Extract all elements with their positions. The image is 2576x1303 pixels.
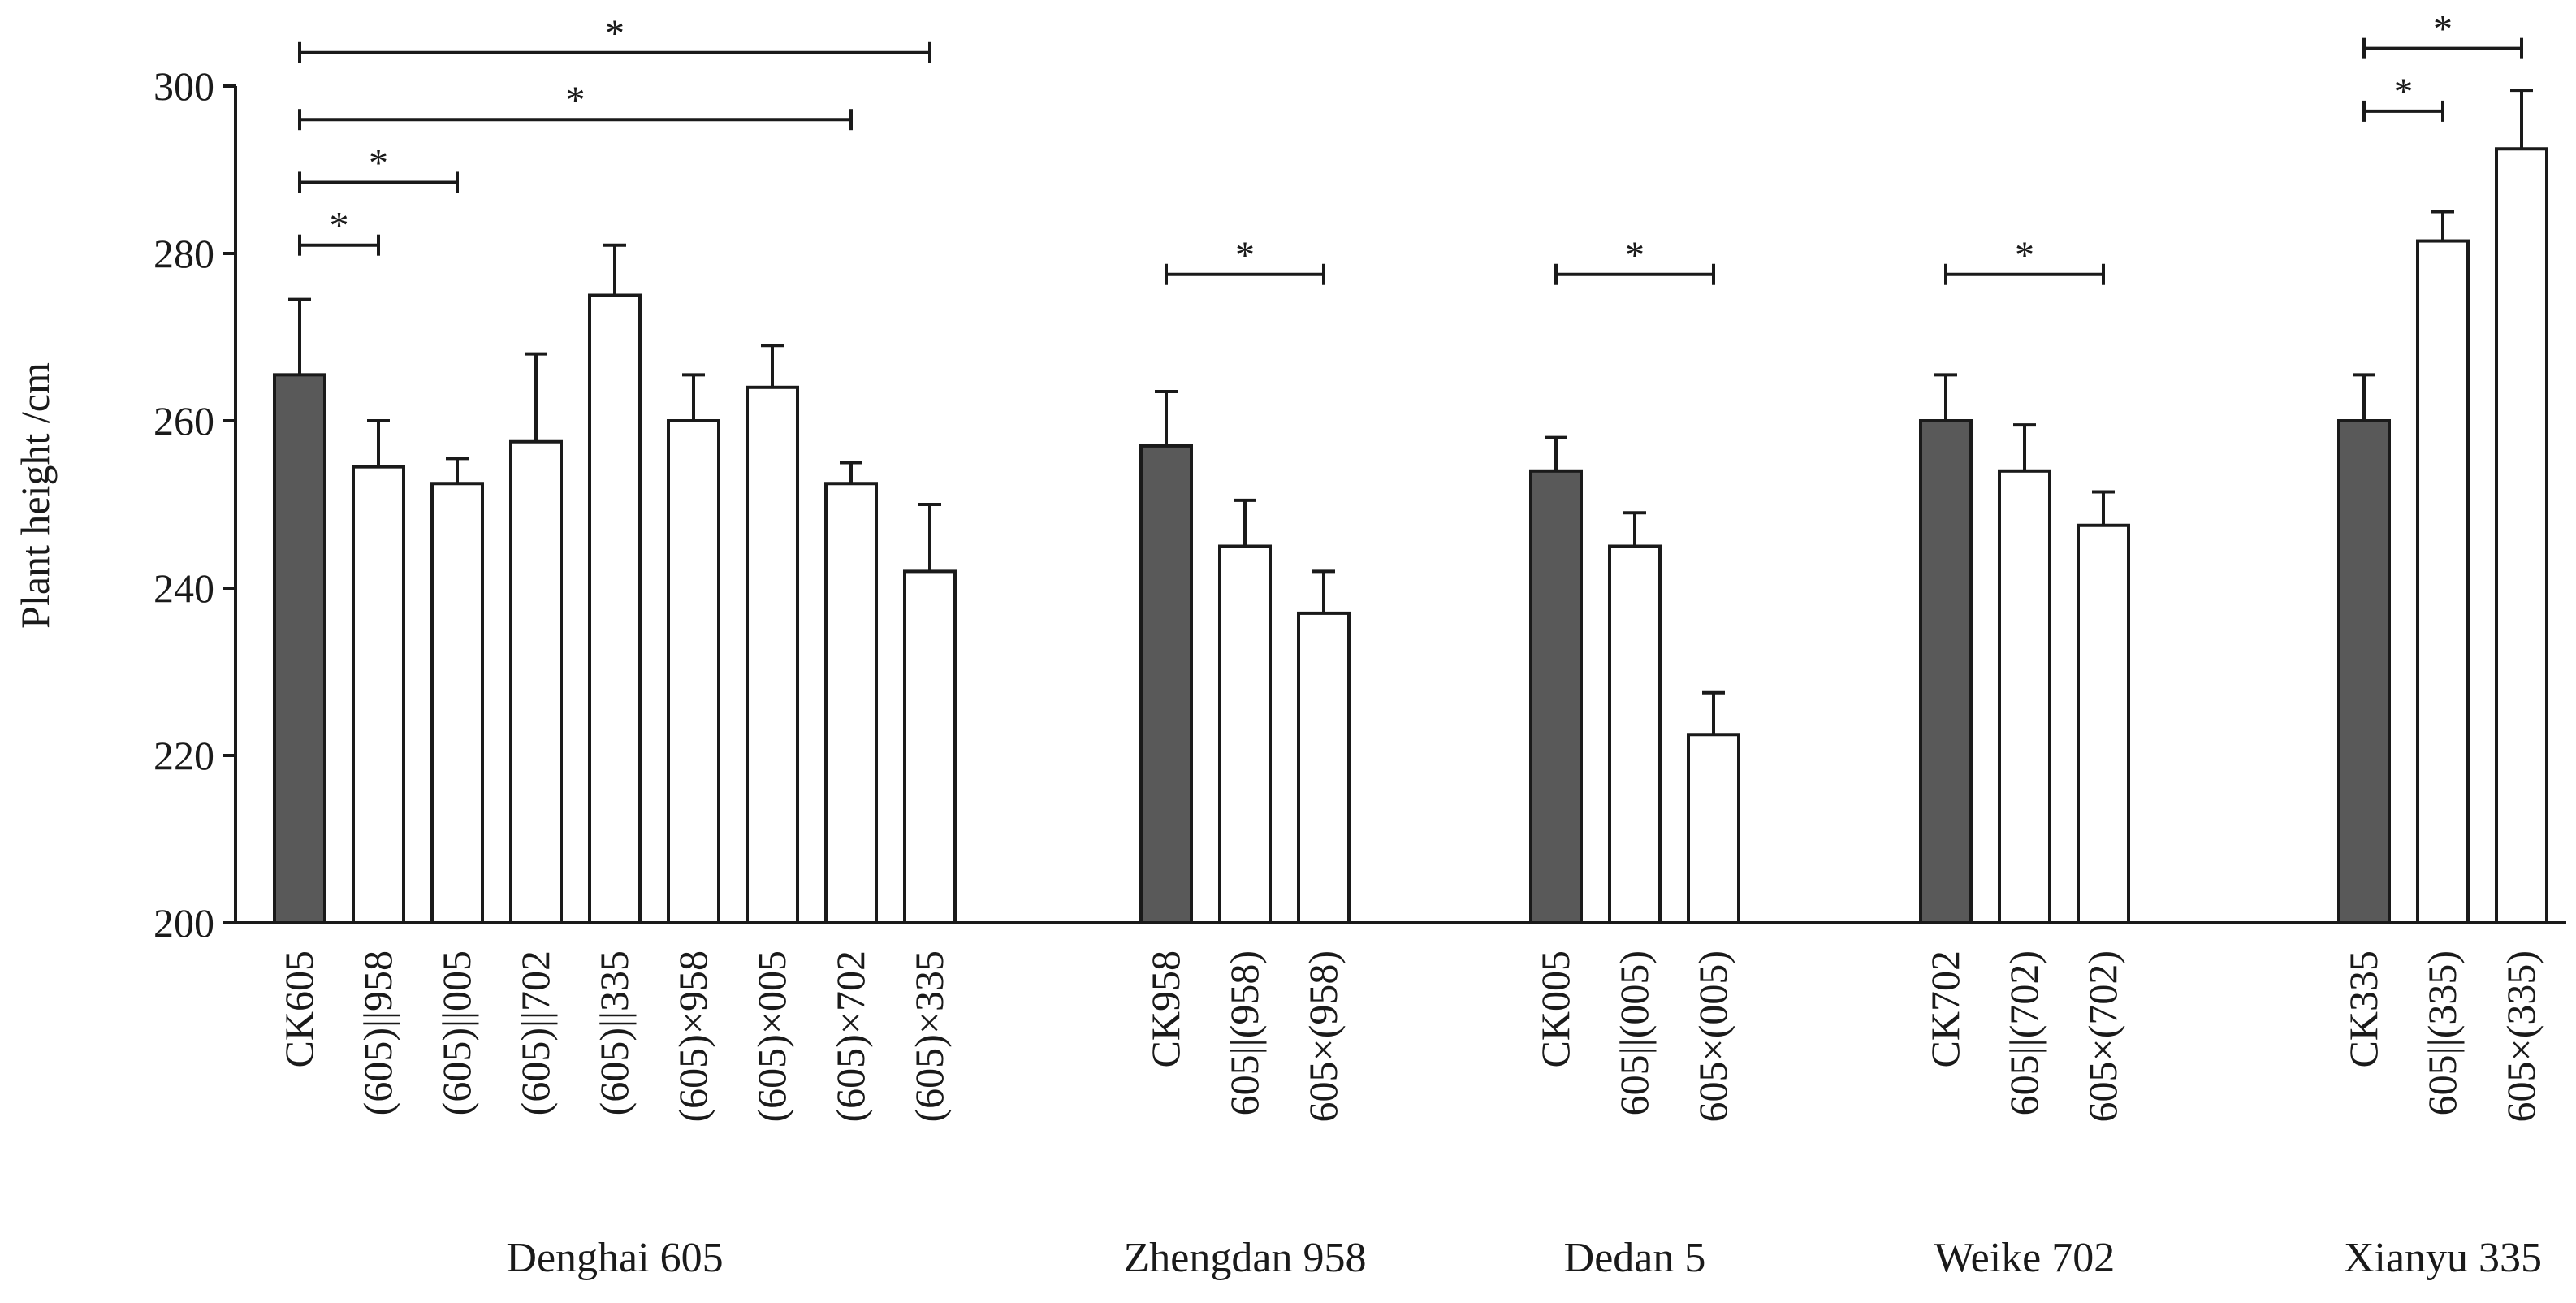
bar-label: 605×(958) <box>1300 950 1346 1123</box>
significance-star: * <box>1235 234 1255 277</box>
bar <box>1919 419 1973 924</box>
y-tick-label: 200 <box>153 900 214 946</box>
significance-star: * <box>2394 71 2414 114</box>
labels-layer: CK605 (605)||958 (605)||005 (605)||702 (605)… <box>276 950 2544 1281</box>
bar-label: CK958 <box>1143 950 1188 1067</box>
bar <box>1687 733 1740 924</box>
bar-label: CK005 <box>1532 950 1578 1067</box>
bar-label: 605||(702) <box>2001 950 2047 1115</box>
significance-star: * <box>2015 234 2034 277</box>
bar <box>1218 544 1272 924</box>
bar <box>1297 611 1351 925</box>
y-tick-label: 220 <box>153 733 214 778</box>
bar <box>2337 419 2391 924</box>
bar-label: (605)×958 <box>670 950 715 1123</box>
significance-star: * <box>2433 8 2453 51</box>
bar <box>2077 523 2130 924</box>
bar-label: 605×(702) <box>2080 950 2125 1123</box>
bar <box>1139 444 1193 924</box>
y-tick-label: 260 <box>153 398 214 444</box>
significance-star: * <box>330 205 349 248</box>
bar-label: CK335 <box>2340 950 2386 1067</box>
group-label: Denghai 605 <box>506 1235 723 1281</box>
bar <box>2495 147 2548 924</box>
significance-star: * <box>1625 234 1645 277</box>
bar <box>430 482 484 924</box>
bar-label: (605)||335 <box>591 950 637 1115</box>
bar <box>1529 469 1583 924</box>
bar <box>824 482 878 924</box>
y-tick-label: 300 <box>153 63 214 109</box>
significance-star: * <box>566 79 586 122</box>
y-tick-label: 240 <box>153 565 214 611</box>
group-label: Weike 702 <box>1934 1235 2116 1281</box>
bar <box>273 373 326 925</box>
bar-label: (605)||702 <box>512 950 558 1115</box>
bar-label: 605×(335) <box>2498 950 2544 1123</box>
bar-label: CK605 <box>276 950 322 1067</box>
bar-label: (605)×702 <box>828 950 873 1123</box>
y-tick-label: 280 <box>153 231 214 276</box>
bar <box>1998 469 2051 924</box>
bar <box>1608 544 1662 924</box>
bars-layer <box>273 89 2548 925</box>
bar <box>352 465 405 924</box>
bar <box>746 385 799 924</box>
significance-star: * <box>605 12 625 55</box>
bar <box>667 419 720 924</box>
bar-label: (605)||005 <box>434 950 479 1115</box>
group-label: Zhengdan 958 <box>1124 1235 1367 1281</box>
bar-label: 605||(335) <box>2419 950 2465 1115</box>
group-label: Xianyu 335 <box>2344 1235 2542 1281</box>
significance-layer: * * * * * * * * * <box>298 8 2523 285</box>
bar-label: 605||(958) <box>1221 950 1267 1115</box>
bar <box>588 293 642 924</box>
bar <box>509 439 563 924</box>
bar-label: CK702 <box>1922 950 1968 1067</box>
bar-label: (605)×335 <box>906 950 952 1123</box>
significance-star: * <box>369 141 388 184</box>
bar-label: (605)×005 <box>749 950 794 1123</box>
bar-label: (605)||958 <box>355 950 400 1115</box>
bar <box>2416 239 2470 924</box>
group-label: Dedan 5 <box>1564 1235 1706 1281</box>
bar <box>903 569 957 925</box>
bar-label: 605||(005) <box>1611 950 1657 1115</box>
y-axis-label: Plant height /cm <box>12 362 58 629</box>
bar-label: 605×(005) <box>1690 950 1735 1123</box>
